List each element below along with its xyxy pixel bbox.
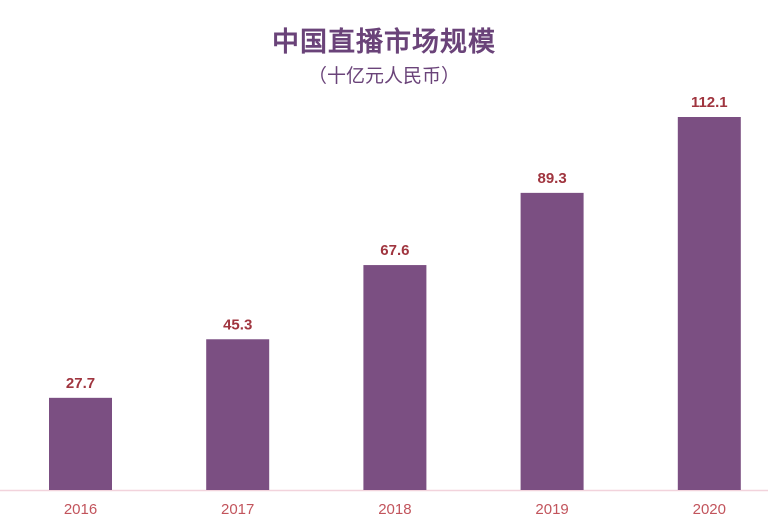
chart-subtitle: （十亿元人民币）: [307, 65, 460, 87]
x-tick-label-2020: 2020: [693, 501, 726, 518]
value-label-2017: 45.3: [223, 316, 252, 333]
value-label-2016: 27.7: [66, 375, 95, 392]
x-tick-label-2019: 2019: [535, 501, 568, 518]
bar-2018: [363, 265, 427, 490]
chart-title: 中国直播市场规模: [272, 27, 496, 58]
value-label-2020: 112.1: [691, 94, 728, 111]
bar-2020: [677, 117, 741, 490]
value-label-2018: 67.6: [380, 242, 409, 259]
value-label-2019: 89.3: [537, 170, 566, 187]
bar-2019: [520, 192, 584, 490]
x-tick-label-2017: 2017: [221, 501, 254, 518]
bar-2017: [206, 339, 270, 490]
x-tick-label-2018: 2018: [378, 501, 411, 518]
x-tick-label-2016: 2016: [64, 501, 97, 518]
bar-2016: [49, 397, 112, 490]
